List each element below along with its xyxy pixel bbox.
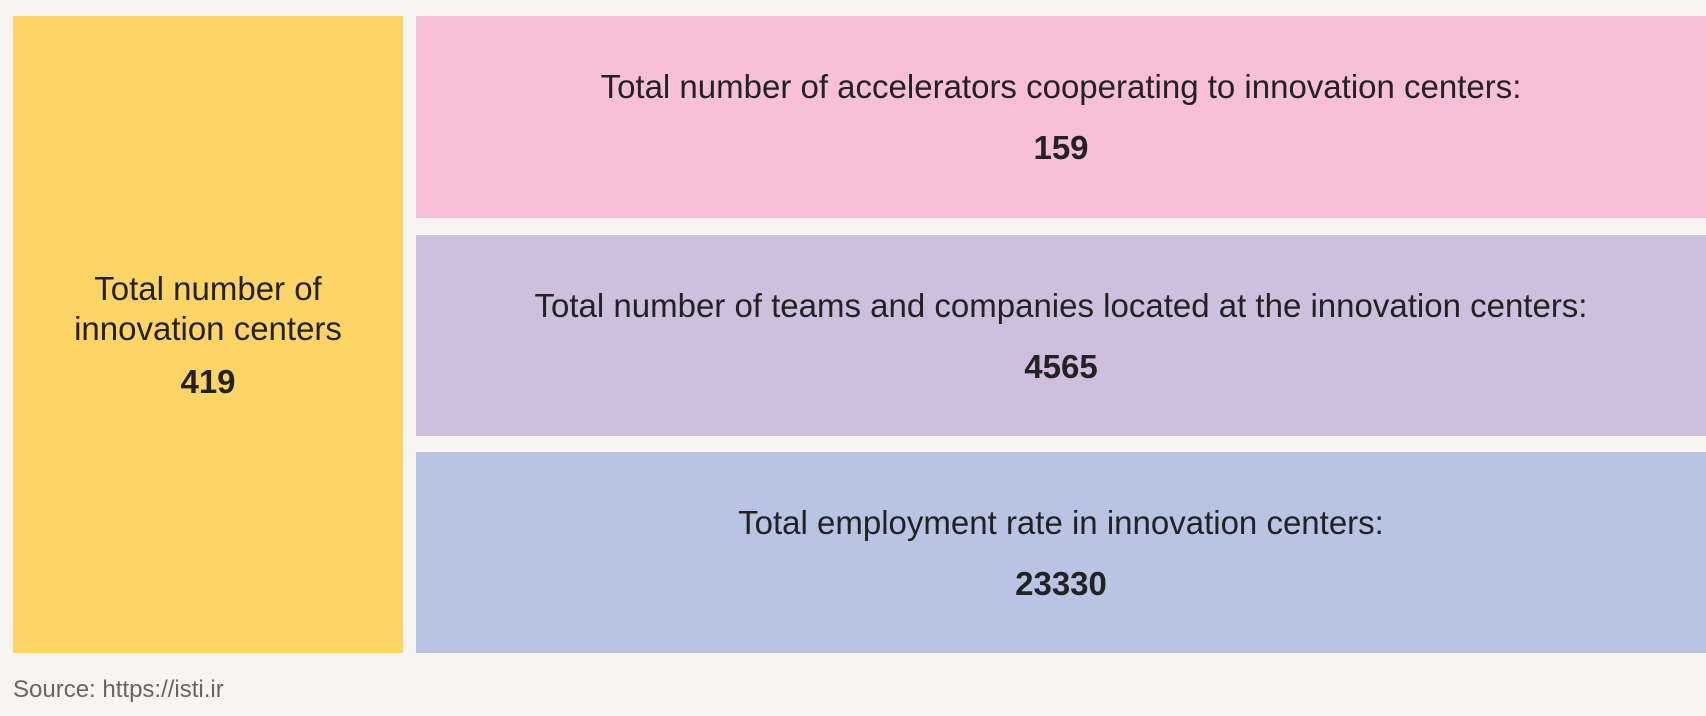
box-value: 159 [1033,129,1089,166]
box-label: Total employment rate in innovation cent… [738,503,1384,541]
box-value: 4565 [1024,347,1098,385]
centers-box: Total number of innovation centers 419 [13,16,403,653]
box-label: Total number of innovation centers [74,269,342,347]
employment-box: Total employment rate in innovation cent… [416,452,1706,653]
accelerators-box: Total number of accelerators cooperating… [416,16,1706,218]
box-value: 419 [180,362,236,400]
box-label: Total number of teams and companies loca… [534,286,1588,324]
teams-box: Total number of teams and companies loca… [416,235,1706,436]
source-note: Source: https://isti.ir [13,676,224,703]
box-value: 23330 [1015,564,1107,602]
box-label: Total number of accelerators cooperating… [600,68,1522,105]
